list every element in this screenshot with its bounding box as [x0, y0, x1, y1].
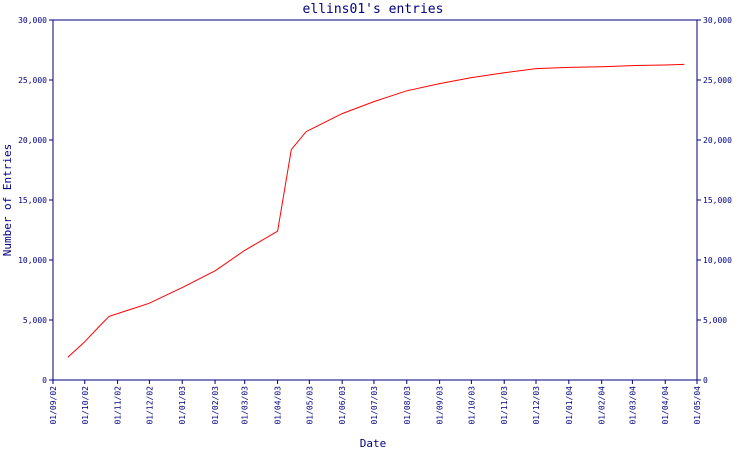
x-tick-label: 01/02/04: [598, 386, 607, 425]
y-tick-label-left: 20,000: [18, 136, 47, 145]
x-tick-label: 01/03/03: [241, 386, 250, 425]
x-tick-label: 01/12/03: [532, 386, 541, 425]
x-tick-label: 01/11/03: [500, 386, 509, 425]
x-tick-label: 01/12/02: [145, 386, 154, 425]
series-line: [67, 63, 685, 358]
y-tick-label-left: 0: [42, 376, 47, 385]
x-tick-label: 01/01/03: [178, 386, 187, 425]
x-tick-label: 01/10/02: [81, 386, 90, 425]
x-tick-label: 01/05/03: [305, 386, 314, 425]
x-tick-label: 01/04/04: [661, 386, 670, 425]
x-tick-label: 01/08/03: [403, 386, 412, 425]
x-tick-label: 01/06/03: [338, 386, 347, 425]
x-tick-label: 01/07/03: [370, 386, 379, 425]
y-tick-label-left: 15,000: [18, 196, 47, 205]
x-axis-label: Date: [360, 437, 387, 450]
y-tick-label-right: 20,000: [703, 136, 732, 145]
y-axis-left: 0 5,000 10,000 15,000 20,000 25,000 30,000: [18, 16, 53, 385]
y-tick-label-right: 5,000: [703, 316, 727, 325]
y-tick-label-left: 5,000: [23, 316, 47, 325]
x-tick-label: 01/01/04: [565, 386, 574, 425]
x-tick-label: 01/04/03: [274, 386, 283, 425]
y-tick-label-left: 30,000: [18, 16, 47, 25]
y-tick-label-left: 25,000: [18, 76, 47, 85]
x-tick-label: 01/09/03: [436, 386, 445, 425]
y-tick-label-right: 15,000: [703, 196, 732, 205]
series-layer: [67, 63, 685, 358]
x-tick-label: 01/02/03: [211, 386, 220, 425]
plot-frame: [52, 19, 698, 381]
chart-title: ellins01's entries: [303, 2, 444, 17]
y-tick-label-right: 30,000: [703, 16, 732, 25]
y-tick-label-right: 25,000: [703, 76, 732, 85]
y-axis-right: 0 5,000 10,000 15,000 20,000 25,000 30,000: [697, 16, 732, 385]
y-tick-label-left: 10,000: [18, 256, 47, 265]
x-tick-label: 01/09/02: [49, 386, 58, 425]
y-tick-label-right: 10,000: [703, 256, 732, 265]
x-tick-label: 01/03/04: [628, 386, 637, 425]
y-tick-label-right: 0: [703, 376, 708, 385]
x-tick-label: 01/11/02: [114, 386, 123, 425]
y-axis-label: Number of Entries: [1, 144, 14, 257]
x-axis: 01/09/02 01/10/02 01/11/02 01/12/02 01/01/03…: [49, 380, 702, 425]
x-tick-label: 01/10/03: [467, 386, 476, 425]
x-tick-label: 01/05/04: [693, 386, 702, 425]
